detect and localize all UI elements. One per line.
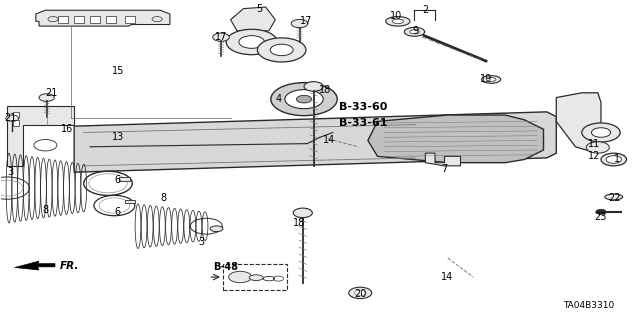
Polygon shape xyxy=(74,112,556,172)
Circle shape xyxy=(591,128,611,137)
Circle shape xyxy=(293,208,312,218)
Text: 21: 21 xyxy=(45,88,58,98)
Circle shape xyxy=(285,90,323,109)
Circle shape xyxy=(228,271,252,283)
Ellipse shape xyxy=(404,27,425,36)
Circle shape xyxy=(226,29,277,55)
Circle shape xyxy=(270,44,293,56)
Ellipse shape xyxy=(386,17,410,26)
Text: 7: 7 xyxy=(442,164,447,174)
Text: 15: 15 xyxy=(113,66,125,76)
Polygon shape xyxy=(7,106,74,166)
Circle shape xyxy=(304,82,323,91)
Text: 14: 14 xyxy=(442,272,454,282)
Ellipse shape xyxy=(392,19,404,24)
Text: 18: 18 xyxy=(293,218,305,228)
Circle shape xyxy=(596,209,606,214)
Text: B-33-60: B-33-60 xyxy=(339,102,388,112)
Text: 5: 5 xyxy=(256,4,262,14)
Circle shape xyxy=(349,287,372,299)
Circle shape xyxy=(257,38,306,62)
Text: 17: 17 xyxy=(300,16,312,26)
Ellipse shape xyxy=(410,30,419,34)
Circle shape xyxy=(291,19,308,28)
Text: 9: 9 xyxy=(413,26,419,36)
Text: 22: 22 xyxy=(609,193,621,203)
Circle shape xyxy=(296,95,312,103)
Circle shape xyxy=(239,36,264,48)
Bar xyxy=(74,16,84,23)
Circle shape xyxy=(586,142,609,153)
Ellipse shape xyxy=(486,78,496,81)
Text: 19: 19 xyxy=(479,73,492,84)
Text: 10: 10 xyxy=(390,11,403,21)
Text: 6: 6 xyxy=(115,175,120,185)
Text: 8: 8 xyxy=(42,205,49,215)
Polygon shape xyxy=(368,115,543,163)
Ellipse shape xyxy=(210,226,223,232)
Text: 20: 20 xyxy=(354,289,366,300)
Text: 21: 21 xyxy=(4,113,16,123)
Bar xyxy=(58,16,68,23)
Text: 18: 18 xyxy=(319,85,331,95)
Text: 12: 12 xyxy=(588,151,600,161)
Text: 2: 2 xyxy=(422,4,428,15)
Polygon shape xyxy=(426,153,461,166)
Ellipse shape xyxy=(601,153,627,166)
Text: TA04B3310: TA04B3310 xyxy=(563,301,614,310)
Text: FR.: FR. xyxy=(60,261,79,271)
Bar xyxy=(119,177,131,181)
Circle shape xyxy=(355,290,366,296)
Circle shape xyxy=(271,83,337,116)
Text: 8: 8 xyxy=(161,193,166,203)
Bar xyxy=(90,16,100,23)
Text: 3: 3 xyxy=(7,167,13,177)
Circle shape xyxy=(6,115,19,122)
Text: 14: 14 xyxy=(323,136,335,145)
Circle shape xyxy=(606,156,621,163)
Ellipse shape xyxy=(605,194,623,200)
Bar xyxy=(13,112,19,118)
Ellipse shape xyxy=(481,76,500,83)
Text: 6: 6 xyxy=(115,207,120,217)
Text: 11: 11 xyxy=(588,139,600,149)
Polygon shape xyxy=(15,261,55,270)
Text: B-48: B-48 xyxy=(213,263,238,272)
Polygon shape xyxy=(556,93,601,152)
Text: 3: 3 xyxy=(198,237,205,247)
Bar xyxy=(13,120,19,125)
Text: 1: 1 xyxy=(614,154,620,165)
Bar xyxy=(125,16,136,23)
Bar xyxy=(125,200,135,203)
Text: 17: 17 xyxy=(214,32,227,42)
Text: 4: 4 xyxy=(275,94,282,104)
Text: 16: 16 xyxy=(61,124,74,134)
Circle shape xyxy=(582,123,620,142)
Text: B-33-61: B-33-61 xyxy=(339,118,388,128)
Bar xyxy=(106,16,116,23)
Polygon shape xyxy=(36,10,170,26)
Circle shape xyxy=(39,94,54,101)
Text: 23: 23 xyxy=(595,212,607,222)
Circle shape xyxy=(212,33,229,41)
Text: 13: 13 xyxy=(113,132,125,142)
Ellipse shape xyxy=(249,275,263,280)
Polygon shape xyxy=(230,7,275,31)
